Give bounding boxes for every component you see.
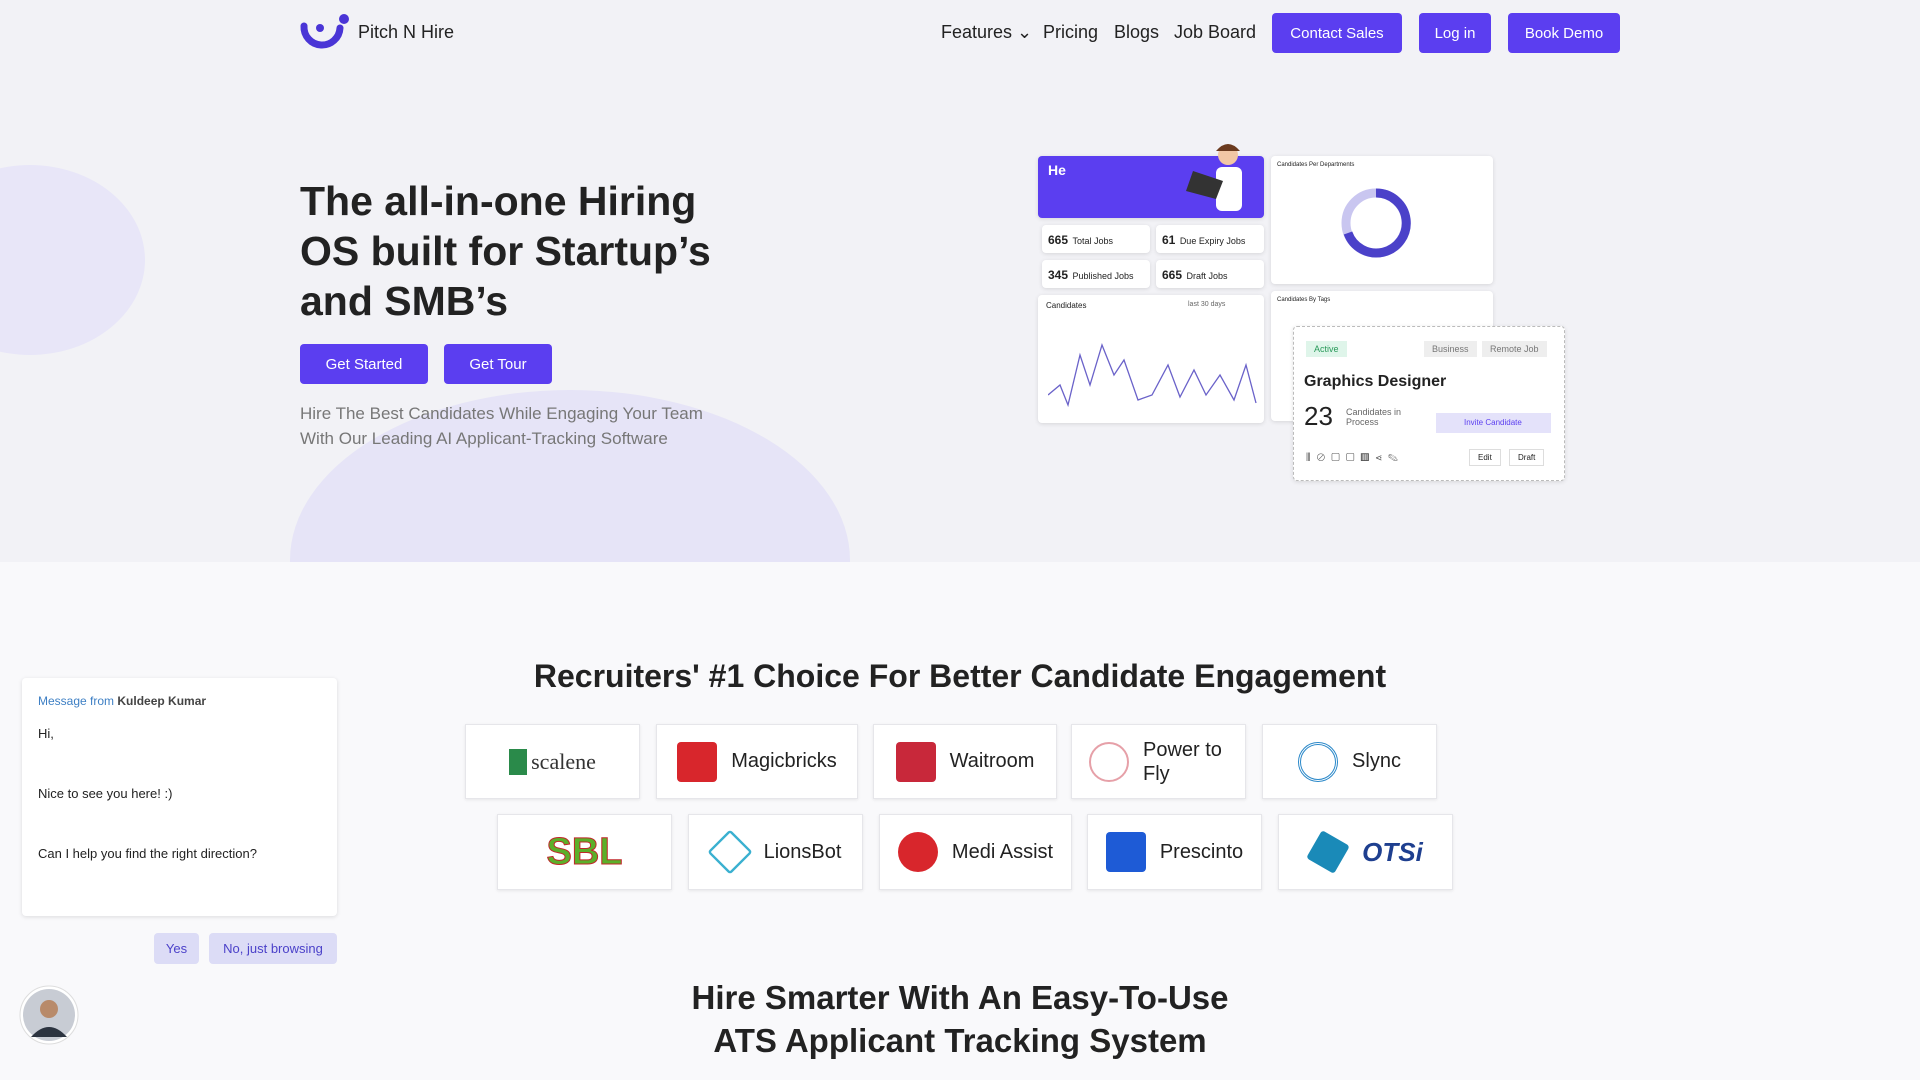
login-button[interactable]: Log in xyxy=(1419,13,1491,53)
decor xyxy=(0,165,850,562)
person-illustration xyxy=(1186,144,1242,211)
clients-title: Recruiters' #1 Choice For Better Candida… xyxy=(533,658,1387,694)
nav-link[interactable]: Pricing xyxy=(1043,22,1099,42)
subtitle-line: With Our Leading AI Applicant-Tracking S… xyxy=(300,429,668,448)
job-card: Active Business Remote Job Graphics Desi… xyxy=(1293,326,1565,481)
client-logo: OTSi xyxy=(1278,814,1453,890)
stat-value: 665 xyxy=(1048,233,1069,247)
title-line: The all-in-one Hiring xyxy=(300,178,697,224)
action-icons: ⫴⊘▢▢▥⋖✎ xyxy=(1306,452,1404,464)
stat-value: 61 xyxy=(1162,233,1176,247)
contact-sales-button[interactable]: Contact Sales xyxy=(1272,13,1402,53)
section-title: Hire Smarter With An Easy-To-Use ATS App… xyxy=(0,976,1920,1062)
client-logo: Medi Assist xyxy=(879,814,1072,890)
logo-icon xyxy=(1306,830,1351,874)
candidates-chart-card: Candidates last 30 days xyxy=(1038,295,1264,423)
line-illustration xyxy=(1048,343,1257,408)
logo-text: Medi Assist xyxy=(951,840,1054,863)
logo-text: Power to Fly xyxy=(1143,738,1222,785)
blob xyxy=(290,390,850,562)
chat-line: Hi, xyxy=(38,726,54,741)
client-logo: Slync xyxy=(1262,724,1437,799)
logo-text: LionsBot xyxy=(763,840,842,863)
client-logo: Waitroom xyxy=(873,724,1057,799)
chat-sender: Kuldeep Kumar xyxy=(117,694,207,708)
stat-value: 665 xyxy=(1162,268,1183,282)
job-count-label: Candidates in Process xyxy=(1346,407,1402,427)
logo-icon xyxy=(706,829,753,875)
draft-button: Draft xyxy=(1509,449,1545,466)
job-count: 23 xyxy=(1304,401,1333,431)
hero-bg xyxy=(0,0,1920,562)
job-tag: Business xyxy=(1424,341,1477,357)
dashboard-illustration: He 665 Total Jobs 61 Due Expiry Jobs 345… xyxy=(1038,141,1568,483)
stat: 61 Due Expiry Jobs xyxy=(1156,225,1264,253)
title-line: Hire Smarter With An Easy-To-Use xyxy=(691,979,1229,1016)
logo-icon xyxy=(677,741,718,782)
book-demo-button[interactable]: Book Demo xyxy=(1508,13,1620,53)
nav-link[interactable]: Features ⌄ xyxy=(941,22,1033,42)
client-logo: Power to Fly xyxy=(1071,724,1246,799)
chat-avatar[interactable] xyxy=(19,985,79,1045)
title-line: ATS Applicant Tracking System xyxy=(713,1022,1207,1059)
chart-range: last 30 days xyxy=(1188,301,1226,308)
blob xyxy=(0,165,145,355)
logo-text: Magicbricks xyxy=(731,750,837,772)
invite-button: Invite Candidate xyxy=(1436,413,1551,433)
client-logo: LionsBot xyxy=(688,814,863,890)
stat: 665 Total Jobs xyxy=(1042,225,1150,253)
tags-title: Candidates By Tags xyxy=(1277,297,1331,303)
logo-text: OTSi xyxy=(1362,836,1423,867)
logo-text: scalene xyxy=(509,748,596,775)
reply-browse[interactable]: No, just browsing xyxy=(209,933,337,964)
chat-line: Can I help you find the right direction? xyxy=(38,846,257,861)
reply-yes[interactable]: Yes xyxy=(154,933,199,964)
nav-link-text: Features xyxy=(941,22,1013,42)
logo-text: Slync xyxy=(1352,750,1401,772)
edit-button: Edit xyxy=(1469,449,1501,466)
get-started-button[interactable]: Get Started xyxy=(300,344,428,384)
logo-icon xyxy=(895,741,936,782)
chat-from-label: Message from xyxy=(38,694,115,708)
stat-value: 345 xyxy=(1048,268,1069,282)
stat-label: Published Jobs xyxy=(1072,271,1134,281)
stat: 665 Draft Jobs xyxy=(1156,260,1264,288)
logo-text: Waitroom xyxy=(949,750,1035,772)
stat-label: Due Expiry Jobs xyxy=(1179,236,1246,246)
brand-logo xyxy=(300,14,349,49)
dept-title: Candidates Per Departments xyxy=(1277,162,1355,168)
nav-link[interactable]: Job Board xyxy=(1174,22,1257,42)
title-line: and SMB’s xyxy=(300,278,509,324)
client-logo: scalene xyxy=(465,724,640,799)
get-tour-button[interactable]: Get Tour xyxy=(444,344,552,384)
client-logo: Magicbricks xyxy=(656,724,858,799)
stat-label: Draft Jobs xyxy=(1186,271,1228,281)
title-line: OS built for Startup’s xyxy=(300,228,711,274)
logo-icon xyxy=(1089,741,1129,782)
brand-name: Pitch N Hire xyxy=(358,22,455,42)
chat-message: Message from Kuldeep Kumar Hi, Nice to s… xyxy=(22,678,337,916)
subtitle-line: Hire The Best Candidates While Engaging … xyxy=(300,404,703,423)
nav-link[interactable]: Blogs xyxy=(1114,22,1160,42)
logo-icon xyxy=(1298,741,1339,782)
chart-title: Candidates xyxy=(1046,301,1087,310)
job-tag: Remote Job xyxy=(1482,341,1547,357)
hero-subtitle: Hire The Best Candidates While Engaging … xyxy=(300,401,703,451)
department-card: Candidates Per Departments xyxy=(1271,156,1493,284)
client-logo: SBL xyxy=(497,814,672,890)
logo-icon xyxy=(897,832,938,872)
job-title: Graphics Designer xyxy=(1304,373,1447,390)
stat: 345 Published Jobs xyxy=(1042,260,1150,288)
logo-icon xyxy=(1105,832,1146,872)
stat-label: Total Jobs xyxy=(1072,236,1114,246)
donut-illustration xyxy=(1341,188,1411,258)
client-logo: Prescinto xyxy=(1087,814,1262,890)
job-tag: Active xyxy=(1306,341,1347,357)
logo-text: SBL xyxy=(546,830,623,873)
logo-text: Prescinto xyxy=(1159,840,1244,863)
chat-line: Nice to see you here! :) xyxy=(38,786,173,801)
hero-title: The all-in-one Hiring OS built for Start… xyxy=(300,176,711,326)
